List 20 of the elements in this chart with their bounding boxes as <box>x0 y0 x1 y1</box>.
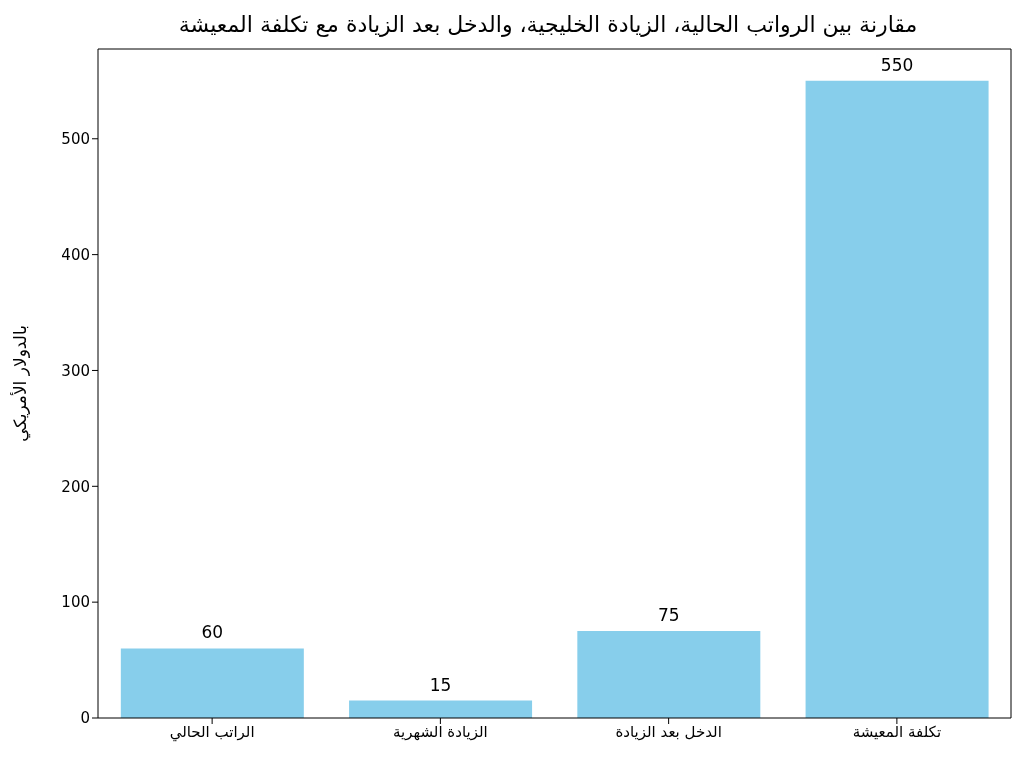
y-tick-label: 300 <box>61 361 90 380</box>
y-tick-label: 0 <box>80 709 90 728</box>
bar <box>805 80 989 718</box>
x-tick-label: الزيادة الشهرية <box>393 722 488 741</box>
bar <box>577 631 761 718</box>
y-axis-title: بالدولار الأمريكي <box>10 325 32 442</box>
x-tick-label: الدخل بعد الزيادة <box>615 722 722 741</box>
data-label: 75 <box>658 605 680 626</box>
x-tick-label: تكلفة المعيشة <box>852 722 942 741</box>
data-label: 550 <box>880 54 914 75</box>
y-tick-label: 500 <box>61 130 90 149</box>
y-tick-label: 200 <box>61 477 90 496</box>
chart-title: مقارنة بين الرواتب الحالية، الزيادة الخليجية، والدخل بعد الزيادة مع تكلفة المعيشة <box>177 11 919 39</box>
data-label: 60 <box>201 622 224 643</box>
data-label: 15 <box>429 674 452 695</box>
y-tick-label: 400 <box>61 245 90 264</box>
bar <box>349 700 533 718</box>
x-tick-label: الراتب الحالي <box>169 722 255 742</box>
bar <box>120 648 304 718</box>
y-tick-label: 100 <box>61 593 90 612</box>
